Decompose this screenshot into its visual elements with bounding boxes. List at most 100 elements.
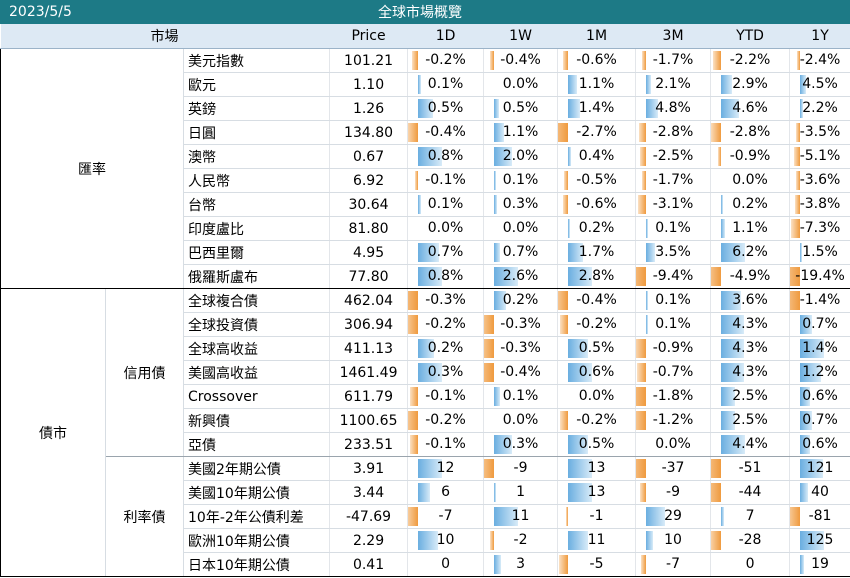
change-bar bbox=[721, 339, 745, 358]
change-1d-cell: -0.1% bbox=[407, 384, 484, 409]
instrument-name: Crossover bbox=[182, 384, 330, 409]
change-1d-cell: 0.3% bbox=[407, 360, 484, 385]
change-ytd-cell: -44 bbox=[710, 480, 790, 505]
change-value: -2.2% bbox=[729, 52, 771, 68]
change-value: -2 bbox=[513, 532, 528, 548]
change-value: -3.5% bbox=[799, 124, 841, 140]
change-value: 125 bbox=[806, 532, 834, 548]
change-1m-cell: 0.0% bbox=[557, 384, 636, 409]
change-value: 10 bbox=[436, 532, 455, 548]
change-bar bbox=[721, 387, 735, 406]
change-bar bbox=[412, 51, 419, 70]
change-1m-cell: -0.6% bbox=[557, 48, 636, 73]
subcategory-credit: 信用債 bbox=[105, 288, 184, 457]
change-value: 2.0% bbox=[502, 148, 539, 164]
change-1m-cell: 1.1% bbox=[557, 72, 636, 97]
price-cell: 411.13 bbox=[329, 336, 408, 361]
change-bar bbox=[800, 483, 808, 502]
change-1d-cell: -0.2% bbox=[407, 48, 484, 73]
change-bar bbox=[560, 315, 569, 334]
change-ytd-cell: 4.3% bbox=[710, 312, 790, 337]
change-1y-cell: 4.5% bbox=[789, 72, 850, 97]
change-ytd-cell: -51 bbox=[710, 456, 790, 481]
instrument-name: 歐元 bbox=[182, 72, 330, 97]
table-row: 印度盧比 81.80 0.0% 0.0% 0.2% 0.1% 1.1% -7.3% bbox=[1, 216, 850, 241]
change-bar bbox=[800, 99, 803, 118]
change-ytd-cell: 0.0% bbox=[710, 168, 790, 193]
change-bar bbox=[717, 147, 722, 166]
change-1w-cell: 0.7% bbox=[483, 240, 558, 265]
change-3m-cell: 0.0% bbox=[635, 432, 711, 457]
change-1d-cell: 0.8% bbox=[407, 264, 484, 289]
change-bar bbox=[800, 531, 825, 550]
change-value: -1.7% bbox=[652, 172, 694, 188]
change-value: -1.7% bbox=[652, 52, 694, 68]
change-value: 0.1% bbox=[502, 388, 539, 404]
change-bar bbox=[494, 171, 496, 190]
change-value: 1.2% bbox=[802, 364, 838, 380]
change-bar bbox=[721, 435, 746, 454]
change-value: 0.7% bbox=[502, 244, 539, 260]
price-cell: 3.91 bbox=[329, 456, 408, 481]
table-row: 澳幣 0.67 0.8% 2.0% 0.4% -2.5% -0.9% -5.1% bbox=[1, 144, 850, 169]
change-value: 2.6% bbox=[502, 268, 539, 284]
change-bar bbox=[408, 507, 419, 526]
change-value: 0.8% bbox=[427, 148, 464, 164]
table-row: 日圓 134.80 -0.4% 1.1% -2.7% -2.8% -2.8% -3.5% bbox=[1, 120, 850, 145]
change-value: -81 bbox=[808, 508, 832, 524]
change-1d-cell: -0.2% bbox=[407, 312, 484, 337]
instrument-name: 歐洲10年期公債 bbox=[182, 528, 330, 553]
change-value: -2.5% bbox=[652, 148, 694, 164]
change-bar bbox=[646, 315, 648, 334]
change-bar bbox=[494, 291, 507, 310]
price-cell: 1461.49 bbox=[329, 360, 408, 385]
change-bar bbox=[568, 435, 589, 454]
instrument-name: 全球高收益 bbox=[182, 336, 330, 361]
change-1w-cell: -2 bbox=[483, 528, 558, 553]
price-cell: 1100.65 bbox=[329, 408, 408, 433]
change-3m-cell: -2.5% bbox=[635, 144, 711, 169]
header-ytd: YTD bbox=[710, 23, 790, 49]
change-bar bbox=[568, 363, 593, 382]
change-1w-cell: -0.3% bbox=[483, 312, 558, 337]
table-row: 日本10年期公債 0.41 0 3 -5 -7 0 19 bbox=[1, 552, 850, 577]
change-1m-cell: 0.6% bbox=[557, 360, 636, 385]
change-value: -0.3% bbox=[500, 316, 541, 332]
change-ytd-cell: 4.3% bbox=[710, 336, 790, 361]
table-row: 10年-2年公債利差 -47.69 -7 11 -1 29 7 -81 bbox=[1, 504, 850, 529]
change-value: -44 bbox=[738, 484, 762, 500]
change-1m-cell: 11 bbox=[557, 528, 636, 553]
instrument-name: 美國2年期公債 bbox=[182, 456, 330, 481]
change-value: 4.4% bbox=[732, 436, 768, 452]
change-value: -0.4% bbox=[500, 52, 541, 68]
change-bar bbox=[558, 555, 569, 574]
price-cell: 77.80 bbox=[329, 264, 408, 289]
change-ytd-cell: 0 bbox=[710, 552, 790, 577]
change-value: 1.7% bbox=[578, 244, 615, 260]
instrument-name: 全球複合債 bbox=[182, 288, 330, 313]
change-bar bbox=[418, 459, 443, 478]
change-value: 4.3% bbox=[732, 340, 768, 356]
change-bar bbox=[800, 315, 813, 334]
change-bar bbox=[800, 387, 811, 406]
change-value: -2.4% bbox=[799, 52, 841, 68]
change-bar bbox=[408, 123, 419, 142]
header-1d: 1D bbox=[407, 23, 484, 49]
change-value: 0.0% bbox=[502, 412, 539, 428]
change-value: 0.0% bbox=[502, 220, 539, 236]
change-value: 0.1% bbox=[502, 172, 539, 188]
change-1y-cell: -5.1% bbox=[789, 144, 850, 169]
table-row: 全球投資債 306.94 -0.2% -0.3% -0.2% 0.1% 4.3% 0.7% bbox=[1, 312, 850, 337]
instrument-name: 台幣 bbox=[182, 192, 330, 217]
change-value: 0.2% bbox=[502, 292, 539, 308]
change-1y-cell: -3.5% bbox=[789, 120, 850, 145]
price-cell: 611.79 bbox=[329, 384, 408, 409]
change-bar bbox=[418, 195, 422, 214]
table-row: 歐元 1.10 0.1% 0.0% 1.1% 2.1% 2.9% 4.5% bbox=[1, 72, 850, 97]
change-ytd-cell: 1.1% bbox=[710, 216, 790, 241]
instrument-name: 10年-2年公債利差 bbox=[182, 504, 330, 529]
change-value: -28 bbox=[738, 532, 762, 548]
change-value: 1.1% bbox=[732, 220, 768, 236]
change-bar bbox=[721, 315, 745, 334]
change-bar bbox=[568, 531, 589, 550]
